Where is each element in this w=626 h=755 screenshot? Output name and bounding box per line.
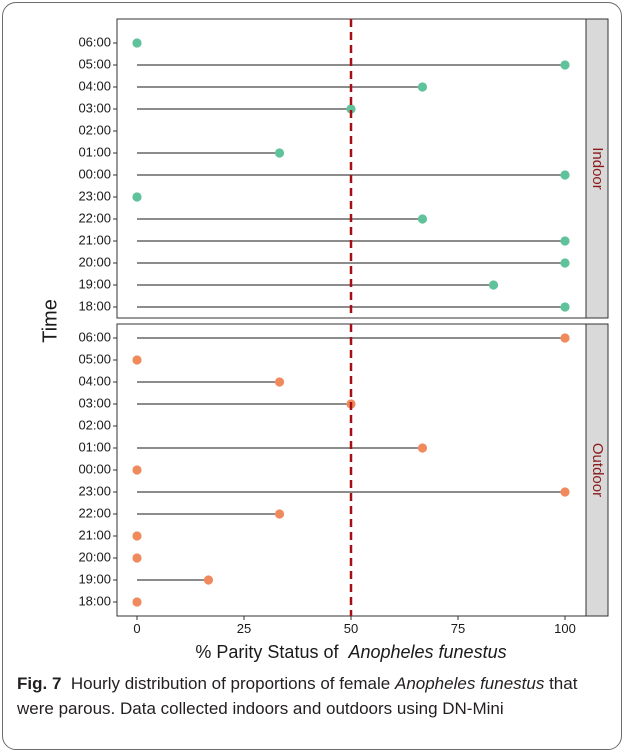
y-tick-label: 02:00 (78, 122, 111, 137)
y-tick-label: 06:00 (78, 329, 111, 344)
panel-strip (585, 323, 609, 617)
lollipop-point (132, 531, 142, 541)
y-tick-label: 20:00 (78, 254, 111, 269)
y-tick-label: 21:00 (78, 527, 111, 542)
y-tick-label: 00:00 (78, 166, 111, 181)
lollipop-chart: Indoor 06:00 05:00 04:00 03:00 02:00 01:00 00:0… (39, 18, 609, 662)
y-tick-label: 22:00 (78, 210, 111, 225)
x-tick-label: 100 (554, 621, 576, 636)
y-tick-label: 21:00 (78, 232, 111, 247)
y-tick-label: 04:00 (78, 78, 111, 93)
lollipop-point (560, 333, 570, 343)
lollipop-point (560, 258, 570, 268)
y-tick-label: 05:00 (78, 56, 111, 71)
y-tick-label: 01:00 (78, 144, 111, 159)
lollipop-point (132, 597, 142, 607)
y-tick-label: 22:00 (78, 505, 111, 520)
lollipop-point (560, 170, 570, 180)
x-tick-label: 75 (451, 621, 465, 636)
y-tick-label: 18:00 (78, 298, 111, 313)
lollipop-point (417, 443, 428, 453)
y-tick-label: 01:00 (78, 439, 111, 454)
y-tick-label: 03:00 (78, 100, 111, 115)
caption-fig-label: Fig. 7 (17, 674, 62, 693)
panel-strip (585, 18, 609, 319)
y-tick-label: 05:00 (78, 351, 111, 366)
y-tick-label: 23:00 (78, 188, 111, 203)
x-axis-label: % Parity Status of Anopheles funestus (195, 642, 506, 662)
lollipop-point (560, 302, 570, 312)
lollipop-point (274, 377, 285, 387)
panel-strip-label: Outdoor (589, 443, 606, 497)
lollipop-point (132, 192, 142, 202)
y-tick-label: 00:00 (78, 461, 111, 476)
y-axis-label: Time (39, 299, 61, 343)
lollipop-point (274, 509, 285, 519)
y-tick-label: 18:00 (78, 593, 111, 608)
lollipop-point (560, 487, 570, 497)
y-tick-label: 19:00 (78, 571, 111, 586)
x-axis-label-species: Anopheles funestus (347, 642, 506, 662)
lollipop-point (274, 148, 285, 158)
y-tick-label: 02:00 (78, 417, 111, 432)
lollipop-point (560, 236, 570, 246)
caption-text-2: that were parous. Data collected indoors… (17, 674, 578, 718)
lollipop-point (203, 575, 214, 585)
lollipop-point (417, 82, 428, 92)
x-axis-label-prefix: % Parity Status of (195, 642, 348, 662)
caption-species-2: funestus (480, 674, 545, 693)
y-tick-label: 20:00 (78, 549, 111, 564)
lollipop-point (132, 38, 142, 48)
y-tick-label: 06:00 (78, 34, 111, 49)
y-tick-label: 23:00 (78, 483, 111, 498)
lollipop-point (560, 60, 570, 70)
figure-caption: Fig. 7 Hourly distribution of proportion… (17, 671, 613, 721)
y-tick-label: 04:00 (78, 373, 111, 388)
y-tick-label: 19:00 (78, 276, 111, 291)
x-tick-label: 0 (133, 621, 140, 636)
lollipop-point (346, 104, 356, 114)
x-tick-label: 50 (344, 621, 358, 636)
lollipop-point (132, 355, 142, 365)
caption-species-1: Anopheles (394, 674, 476, 693)
lollipop-point (132, 465, 142, 475)
x-tick-label: 25 (237, 621, 251, 636)
lollipop-point (417, 214, 428, 224)
lollipop-point (488, 280, 499, 290)
lollipop-point (132, 553, 142, 563)
panel-strip-label: Indoor (589, 147, 606, 190)
y-tick-label: 03:00 (78, 395, 111, 410)
caption-text-1: Hourly distribution of proportions of fe… (70, 674, 391, 693)
